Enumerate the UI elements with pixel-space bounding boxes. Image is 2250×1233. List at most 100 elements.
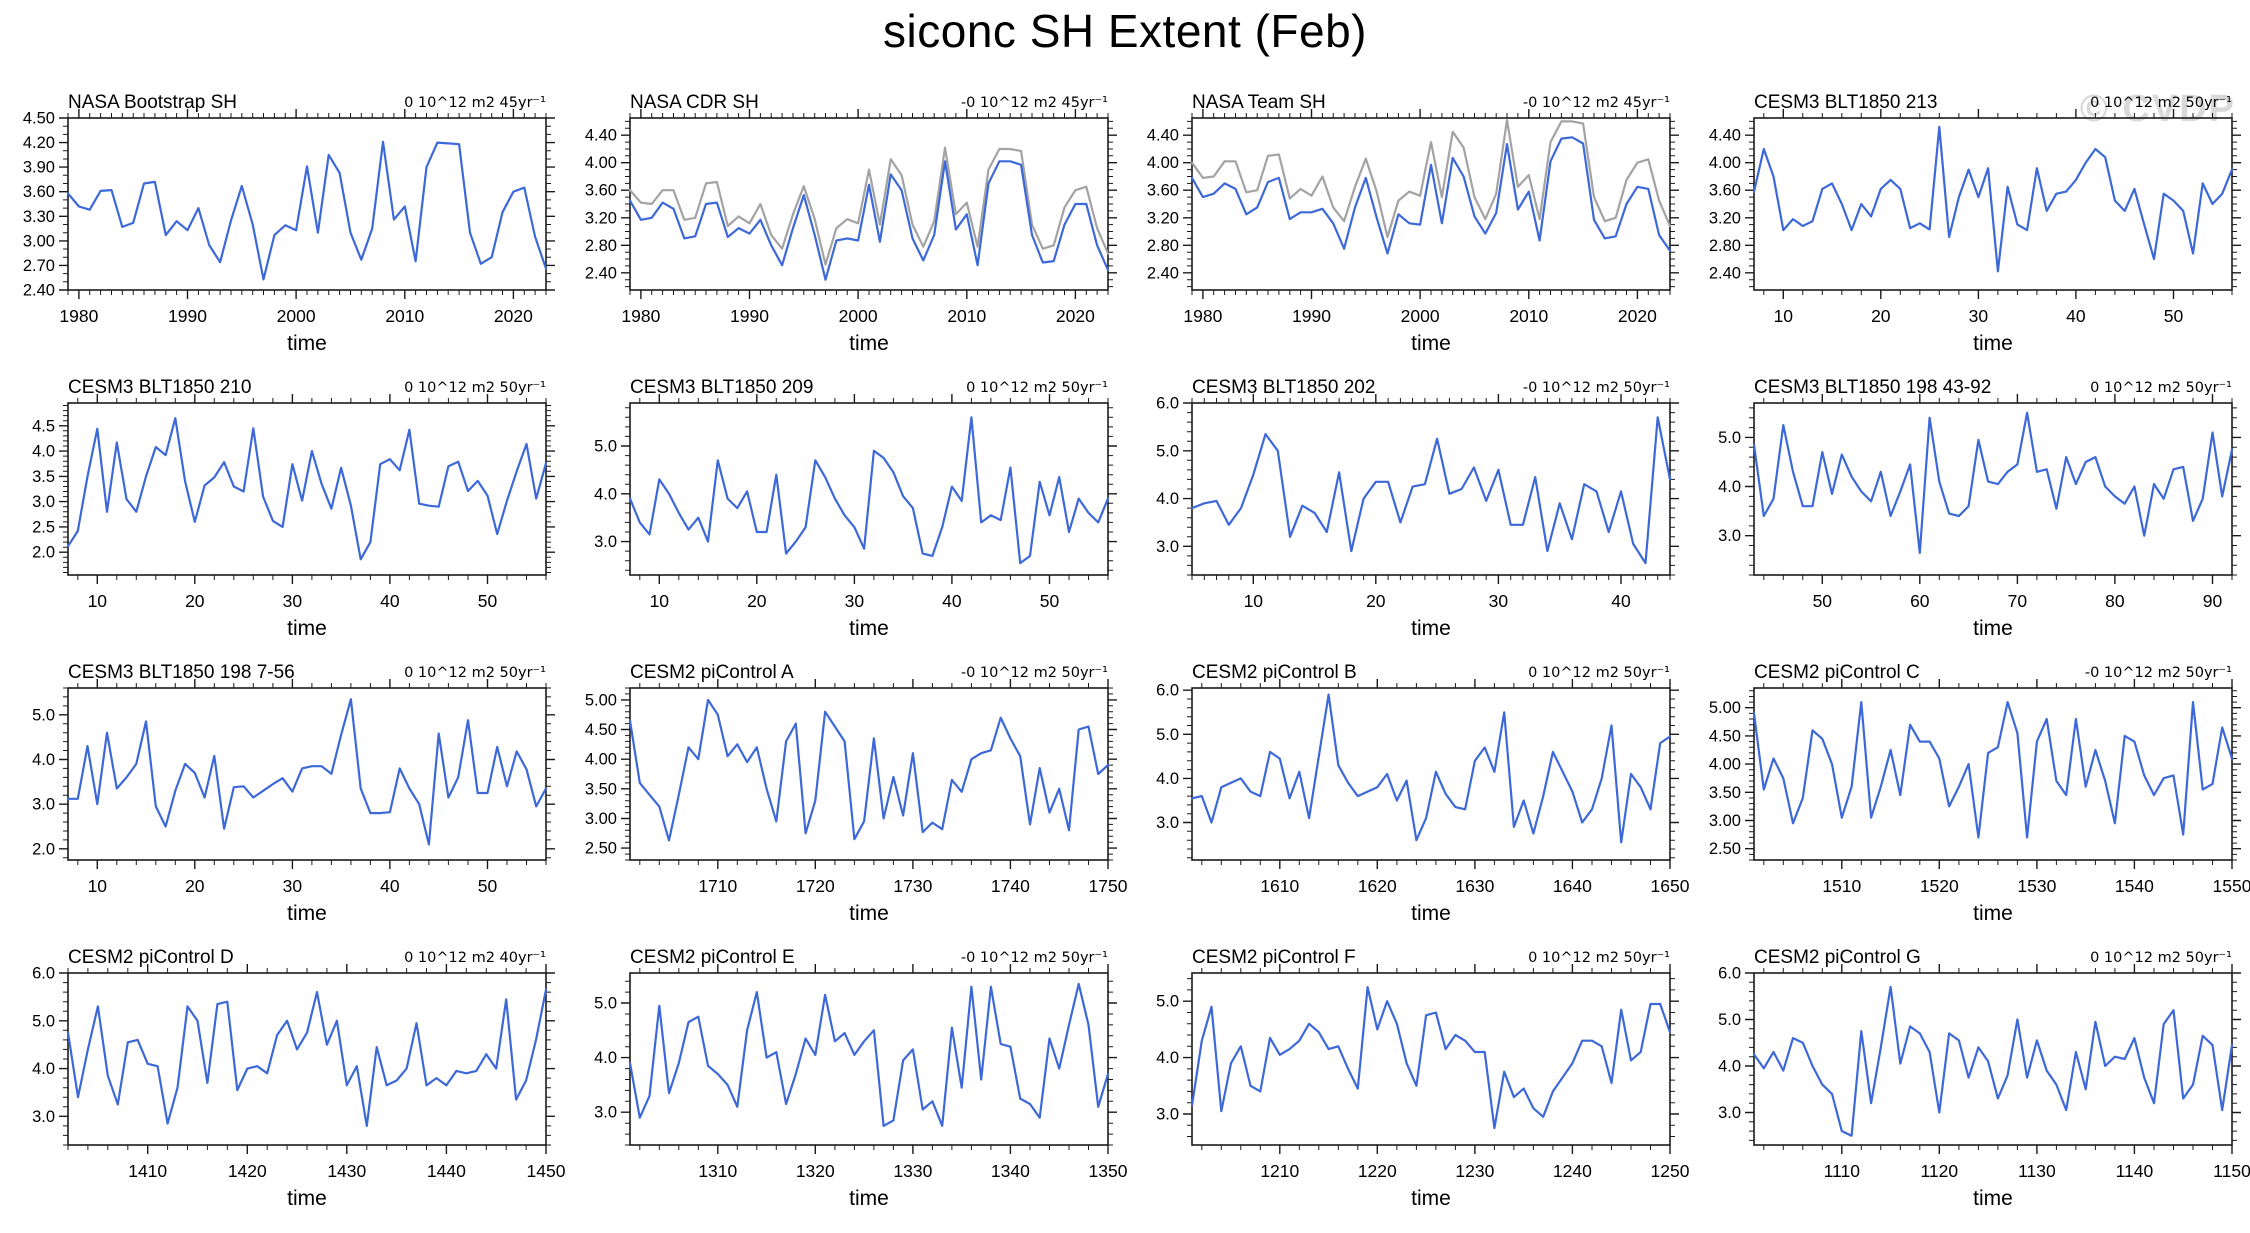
trend-label: 0 10^12 m2 50yr⁻¹ <box>966 380 1108 396</box>
cvdp-watermark: © CVDP <box>2079 88 2236 130</box>
charts-grid: 2.40 2.70 3.00 3.30 3.60 3.90 4.20 4.50 1980 1990… <box>6 88 2250 1228</box>
plot-frame <box>67 972 547 1146</box>
y-tick-label: 2.40 <box>585 264 617 282</box>
panel-title: CESM2 piControl C <box>1754 662 1920 683</box>
series-line-primary <box>66 698 548 846</box>
series-line-overlay <box>628 146 1110 266</box>
x-tick-label: 10 <box>1244 591 1264 611</box>
x-tick-label: 1310 <box>698 1161 737 1181</box>
x-tick-label: 30 <box>845 591 865 611</box>
major-ticks <box>1745 964 2241 1154</box>
y-tick-label: 4.5 <box>32 417 55 435</box>
x-axis-label: time <box>849 617 889 640</box>
y-tick-label: 4.0 <box>32 1060 55 1078</box>
panel-title: NASA CDR SH <box>630 92 759 113</box>
x-tick-label: 1250 <box>1651 1161 1690 1181</box>
x-tick-label: 1330 <box>893 1161 932 1181</box>
major-ticks <box>59 109 555 299</box>
x-tick-label: 1320 <box>796 1161 835 1181</box>
x-tick-label: 30 <box>283 591 303 611</box>
minor-ticks <box>1187 968 1675 1150</box>
x-tick-label: 30 <box>1489 591 1509 611</box>
plot-frame <box>1191 402 1671 576</box>
x-tick-label: 1240 <box>1553 1161 1592 1181</box>
panel-title: CESM3 BLT1850 198 43-92 <box>1754 377 1991 398</box>
y-tick-label: 5.0 <box>594 995 617 1013</box>
y-tick-label: 2.0 <box>32 544 55 562</box>
y-tick-label: 3.20 <box>585 209 617 227</box>
y-tick-label: 5.0 <box>1156 993 1179 1011</box>
x-axis-label: time <box>287 1187 327 1210</box>
panel-cesm3-blt1850-213: 2.40 2.80 3.20 3.60 4.00 4.40 10 20 30 40 50 CESM3 … <box>1692 88 2250 373</box>
trend-label: 0 10^12 m2 50yr⁻¹ <box>2090 380 2232 396</box>
x-axis-label: time <box>287 332 327 355</box>
x-tick-label: 50 <box>478 876 498 896</box>
x-tick-label: 60 <box>1910 591 1930 611</box>
y-tick-label: 2.40 <box>1147 264 1179 282</box>
major-ticks <box>1183 964 1679 1154</box>
y-tick-label: 6.0 <box>1156 395 1179 413</box>
chart-cesm3-blt1850-202: 3.0 4.0 5.0 6.0 10 20 30 40 CESM3 BLT1850 202 -0 … <box>1156 377 1679 640</box>
trend-label: 0 10^12 m2 50yr⁻¹ <box>2090 95 2232 111</box>
plot-frame <box>67 687 547 861</box>
chart-cesm3-blt1850-198-7-56: 2.0 3.0 4.0 5.0 10 20 30 40 50 CESM3 BLT1850 198 … <box>32 662 555 925</box>
y-tick-label: 4.0 <box>594 1049 617 1067</box>
y-tick-label: 3.0 <box>1156 814 1179 832</box>
x-tick-label: 1750 <box>1089 876 1128 896</box>
x-tick-label: 20 <box>1871 306 1891 326</box>
y-tick-label: 4.0 <box>1718 478 1741 496</box>
series-line-primary <box>1752 985 2234 1137</box>
y-tick-label: 2.70 <box>23 257 55 275</box>
chart-nasa-cdr-sh: 2.40 2.80 3.20 3.60 4.00 4.40 1980 1990 2000 2010… <box>585 92 1117 355</box>
major-ticks <box>1745 109 2241 299</box>
x-tick-label: 40 <box>380 876 400 896</box>
plot-frame <box>629 687 1109 861</box>
chart-cesm2-picontrol-g: 3.0 4.0 5.0 6.0 1110 1120 1130 1140 1150 CESM2 pi… <box>1718 947 2250 1210</box>
major-ticks <box>1183 394 1679 584</box>
x-tick-label: 10 <box>88 591 108 611</box>
y-tick-label: 5.0 <box>32 706 55 724</box>
x-tick-label: 1150 <box>2213 1161 2250 1181</box>
y-tick-label: 3.0 <box>594 533 617 551</box>
major-ticks <box>621 109 1117 299</box>
x-axis-label: time <box>1411 1187 1451 1210</box>
y-tick-label: 2.80 <box>585 237 617 255</box>
x-tick-label: 1520 <box>1920 876 1959 896</box>
panel-title: CESM2 piControl B <box>1192 662 1357 683</box>
trend-label: 0 10^12 m2 50yr⁻¹ <box>404 380 546 396</box>
x-axis-label: time <box>287 617 327 640</box>
trend-label: 0 10^12 m2 50yr⁻¹ <box>1528 950 1670 966</box>
x-tick-label: 20 <box>1366 591 1386 611</box>
x-tick-label: 10 <box>650 591 670 611</box>
y-tick-label: 3.60 <box>1709 182 1741 200</box>
minor-ticks <box>1187 398 1675 580</box>
y-tick-label: 3.0 <box>1156 538 1179 556</box>
panel-cesm2-picontrol-b: 3.0 4.0 5.0 6.0 1610 1620 1630 1640 1650 CESM2 pi… <box>1130 658 1692 943</box>
x-axis-label: time <box>1411 332 1451 355</box>
x-tick-label: 1110 <box>1824 1161 1861 1181</box>
panel-title: NASA Team SH <box>1192 92 1326 113</box>
chart-cesm3-blt1850-210: 2.0 2.5 3.0 3.5 4.0 4.5 10 20 30 40 50 CESM3 BLT185… <box>32 377 555 640</box>
y-tick-label: 2.80 <box>1709 237 1741 255</box>
trend-label: 0 10^12 m2 50yr⁻¹ <box>1528 665 1670 681</box>
trend-label: -0 10^12 m2 50yr⁻¹ <box>961 950 1108 966</box>
panel-cesm2-picontrol-c: 2.50 3.00 3.50 4.00 4.50 5.00 1510 1520 1530 1540… <box>1692 658 2250 943</box>
y-tick-label: 4.00 <box>1709 756 1741 774</box>
x-tick-label: 2000 <box>277 306 316 326</box>
x-tick-label: 1980 <box>59 306 98 326</box>
x-axis-label: time <box>1973 902 2013 925</box>
plot-frame <box>1191 687 1671 861</box>
x-tick-label: 20 <box>185 876 205 896</box>
plot-frame <box>629 402 1109 576</box>
series-line-primary <box>628 982 1110 1127</box>
minor-ticks <box>625 968 1113 1150</box>
x-tick-label: 1440 <box>427 1161 466 1181</box>
x-tick-label: 1740 <box>991 876 1030 896</box>
chart-cesm3-blt1850-213: 2.40 2.80 3.20 3.60 4.00 4.40 10 20 30 40 50 CESM3 … <box>1709 92 2241 355</box>
x-axis-label: time <box>849 902 889 925</box>
panel-title: CESM2 piControl D <box>68 947 234 968</box>
plot-frame <box>1191 972 1671 1146</box>
y-tick-label: 5.0 <box>1156 442 1179 460</box>
y-tick-label: 4.0 <box>1718 1058 1741 1076</box>
y-tick-label: 2.40 <box>1709 264 1741 282</box>
